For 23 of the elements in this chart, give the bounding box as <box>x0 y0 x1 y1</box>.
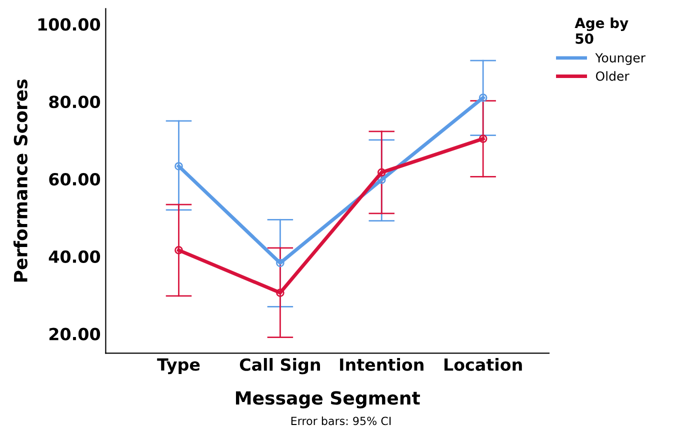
legend-label: Younger <box>595 53 646 65</box>
y-tick-label: 80.00 <box>49 96 100 108</box>
point <box>478 94 488 102</box>
x-tick-label: Intention <box>340 358 424 371</box>
y-tick-label: 100.00 <box>38 18 100 31</box>
legend-label: Older <box>596 71 630 81</box>
point <box>174 162 183 170</box>
point <box>377 168 386 177</box>
y-tick-label: 20.00 <box>49 328 100 340</box>
y-tick-label: 60.00 <box>49 172 100 186</box>
x-axis-title: Message Segment <box>236 391 420 408</box>
y-tick-label: 40.00 <box>48 250 100 263</box>
x-tick-label: Call Sign <box>240 358 320 374</box>
x-tick-label: Type <box>157 358 200 374</box>
point <box>276 288 284 297</box>
point <box>478 134 488 143</box>
x-tick-label: Location <box>444 358 522 371</box>
text: Error bars: 95% CI <box>291 416 391 426</box>
point <box>276 258 284 268</box>
point <box>174 246 183 254</box>
legend-title: Age by 50 <box>574 17 628 44</box>
point <box>377 176 386 184</box>
y-axis-title: Performance Scores <box>14 79 28 282</box>
